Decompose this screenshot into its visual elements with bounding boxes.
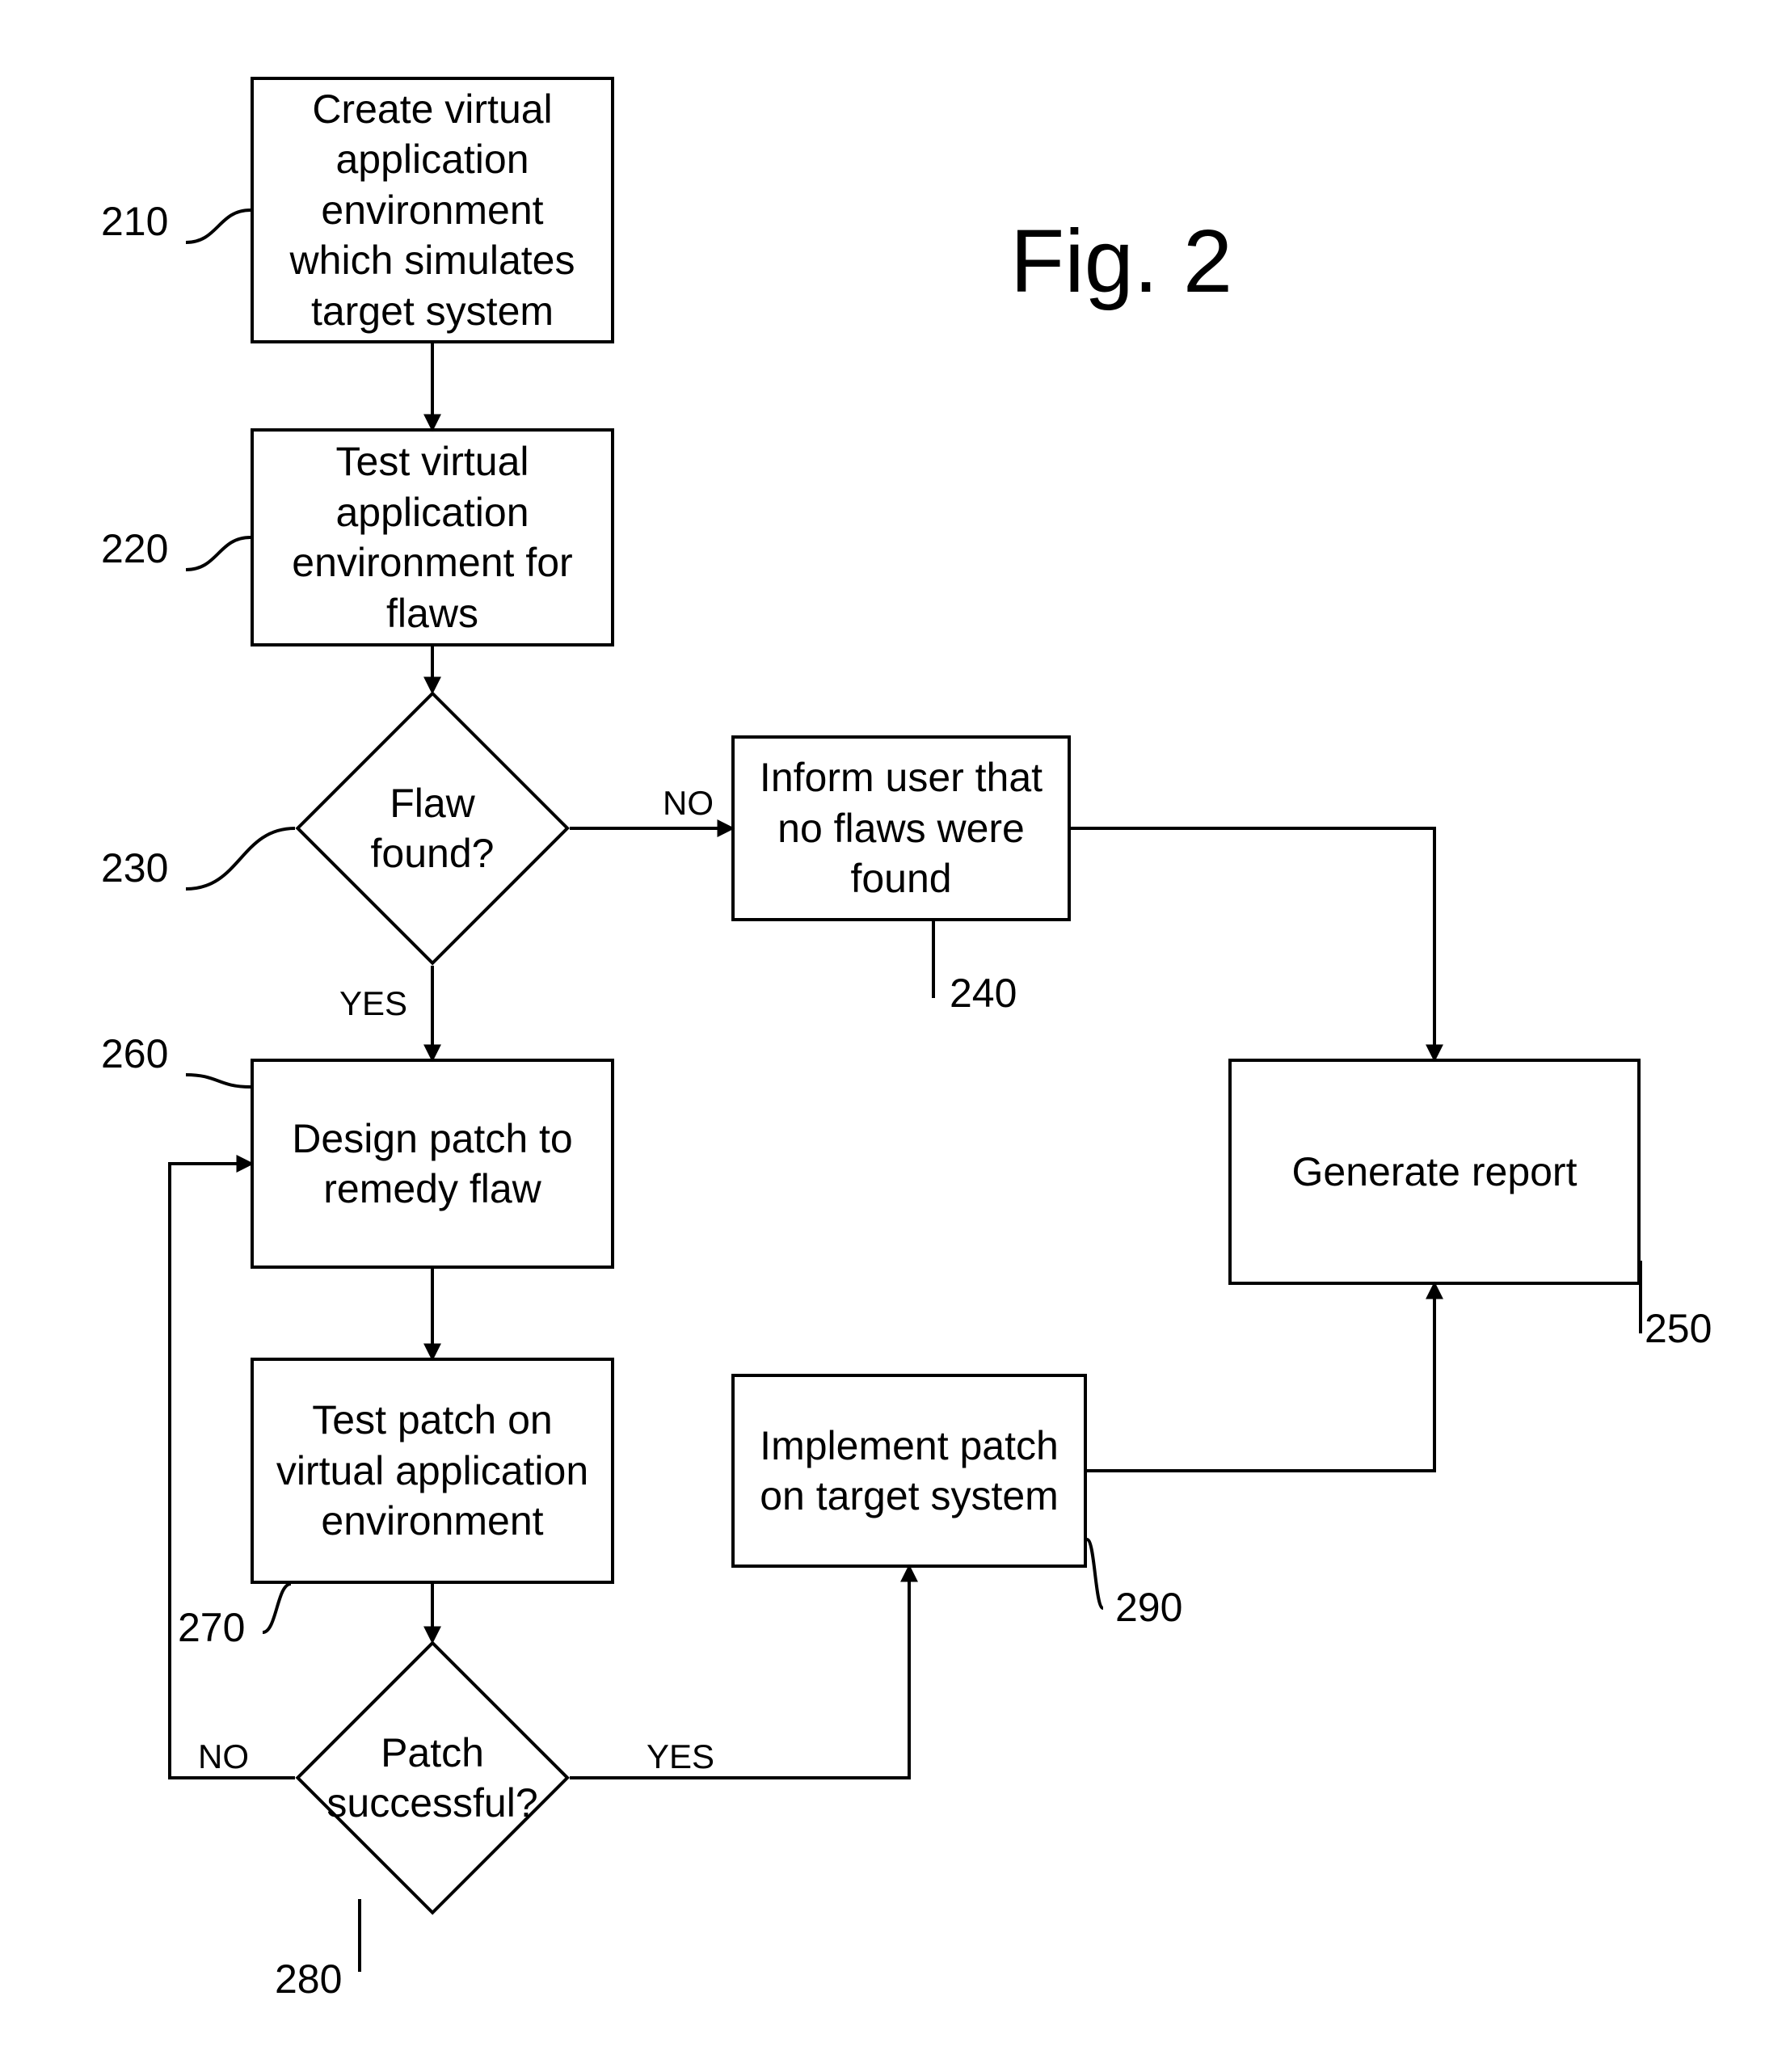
- node-label: Flaw found?: [295, 691, 570, 966]
- node-260-design-patch: Design patch to remedy flaw: [251, 1059, 614, 1269]
- ref-callout: [186, 210, 251, 242]
- edge-label-280-yes: YES: [647, 1737, 714, 1776]
- ref-callout: [186, 537, 251, 570]
- node-290-implement-patch: Implement patch on target system: [731, 1374, 1087, 1568]
- ref-callout: [186, 828, 295, 889]
- edge-e290_250: [1087, 1285, 1434, 1471]
- ref-callout: [263, 1584, 291, 1632]
- ref-240: 240: [950, 970, 1017, 1017]
- node-label: Test virtual application environment for…: [270, 436, 595, 638]
- node-label: Generate report: [1292, 1147, 1578, 1198]
- node-label: Implement patch on target system: [751, 1421, 1068, 1522]
- node-220-test-env-flaws: Test virtual application environment for…: [251, 428, 614, 646]
- ref-220: 220: [101, 525, 168, 572]
- ref-callout: [1087, 1539, 1103, 1608]
- node-label: Create virtual application environment w…: [270, 84, 595, 337]
- ref-260: 260: [101, 1030, 168, 1077]
- node-280-patch-successful-decision: Patch successful?: [295, 1640, 570, 1915]
- node-label: Inform user that no flaws were found: [751, 752, 1051, 904]
- ref-callout: [186, 1075, 251, 1087]
- node-label: Patch successful?: [295, 1640, 570, 1915]
- figure-title: Fig. 2: [1010, 210, 1232, 313]
- node-250-generate-report: Generate report: [1228, 1059, 1641, 1285]
- node-label: Design patch to remedy flaw: [270, 1114, 595, 1215]
- ref-250: 250: [1645, 1305, 1712, 1352]
- node-210-create-virtual-env: Create virtual application environment w…: [251, 77, 614, 343]
- ref-210: 210: [101, 198, 168, 245]
- node-230-flaw-found-decision: Flaw found?: [295, 691, 570, 966]
- edge-label-230-no: NO: [663, 784, 714, 823]
- ref-280: 280: [275, 1956, 342, 2003]
- node-270-test-patch: Test patch on virtual application enviro…: [251, 1358, 614, 1584]
- flowchart-canvas: Fig. 2 Create virtual application enviro…: [0, 0, 1765, 2072]
- edge-e280_290_yes: [570, 1568, 909, 1778]
- edge-label-230-yes: YES: [339, 984, 407, 1023]
- edge-e240_250: [1071, 828, 1434, 1059]
- edge-label-280-no: NO: [198, 1737, 249, 1776]
- ref-270: 270: [178, 1604, 245, 1651]
- ref-230: 230: [101, 844, 168, 891]
- node-label: Test patch on virtual application enviro…: [270, 1395, 595, 1547]
- node-240-inform-no-flaws: Inform user that no flaws were found: [731, 735, 1071, 921]
- ref-290: 290: [1115, 1584, 1182, 1631]
